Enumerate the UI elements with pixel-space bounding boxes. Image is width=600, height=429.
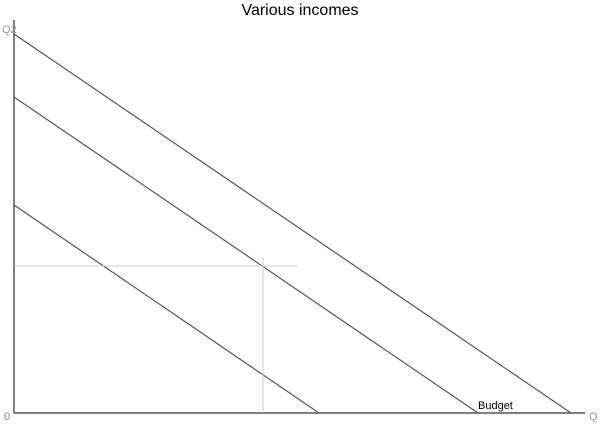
origin-label: 0 bbox=[4, 411, 11, 423]
budget-line-low bbox=[13, 204, 320, 414]
y-axis-label: Q2 bbox=[2, 24, 17, 36]
budget-label: Budget bbox=[478, 400, 513, 412]
budget-line-high bbox=[13, 33, 572, 414]
budget-line-middle bbox=[13, 96, 479, 414]
diagram-title: Various incomes bbox=[241, 2, 359, 19]
x-axis-label: Q bbox=[589, 411, 598, 423]
